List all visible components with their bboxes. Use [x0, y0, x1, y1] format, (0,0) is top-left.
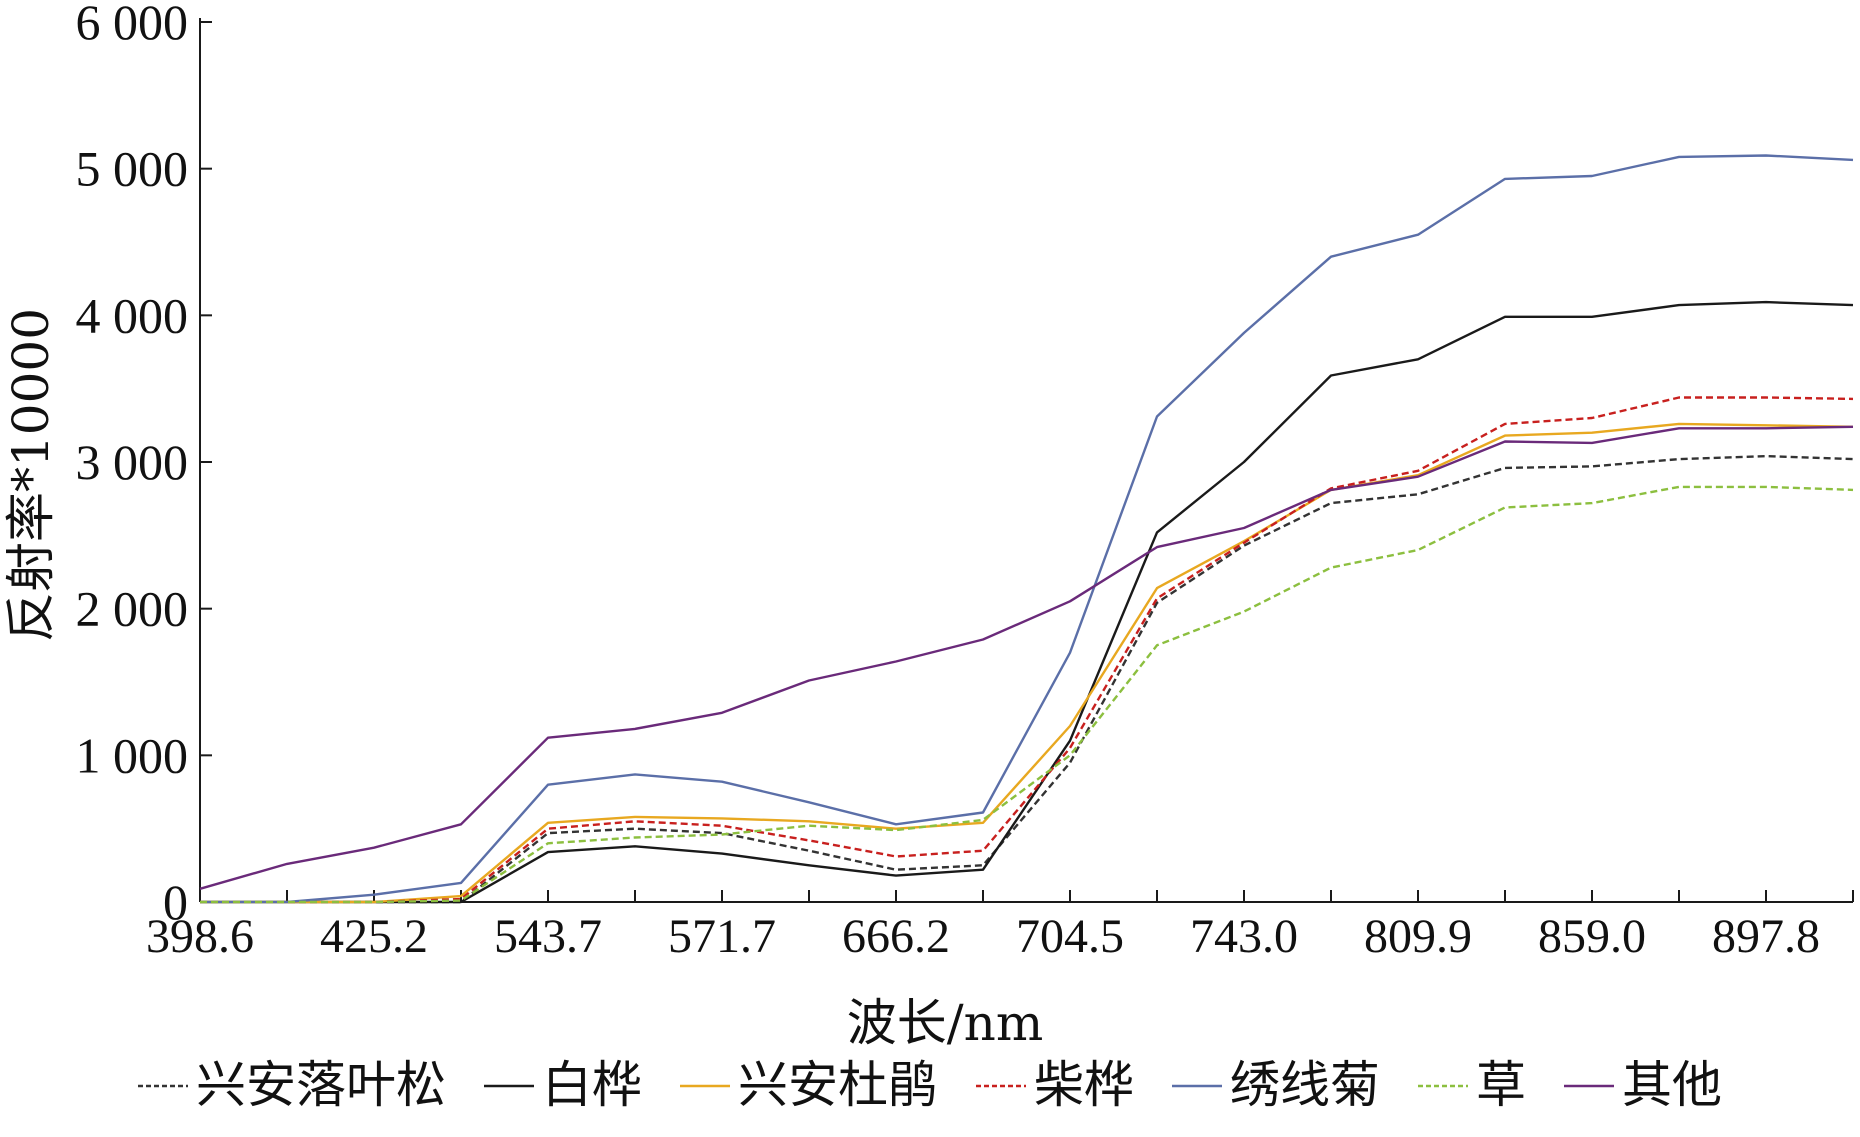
x-tick-label: 398.6 — [146, 910, 254, 963]
legend: 兴安落叶松 白桦 兴安杜鹃 柴桦 绣线菊 草 其他 — [138, 1056, 1722, 1114]
series-line-4 — [200, 396, 1854, 904]
x-tick-label: 809.9 — [1364, 910, 1472, 963]
x-tick-label: 571.7 — [668, 910, 776, 963]
legend-item-5: 绣线菊 — [1172, 1056, 1380, 1114]
y-tick-label: 0 — [163, 874, 188, 930]
legend-item-2: 白桦 — [484, 1056, 642, 1114]
legend-label: 绣线菊 — [1230, 1056, 1380, 1114]
legend-item-4: 柴桦 — [976, 1056, 1134, 1114]
legend-label: 白桦 — [542, 1056, 642, 1114]
legend-item-3: 兴安杜鹃 — [680, 1056, 938, 1114]
series-line-5 — [200, 154, 1854, 904]
legend-label: 柴桦 — [1034, 1056, 1134, 1114]
legend-item-7: 其他 — [1564, 1056, 1722, 1114]
legend-item-1: 兴安落叶松 — [138, 1056, 446, 1114]
y-tick-label: 6 000 — [76, 0, 189, 50]
series-line-3 — [200, 422, 1854, 904]
x-tick-label: 425.2 — [320, 910, 428, 963]
series-lines — [199, 154, 1854, 904]
legend-item-6: 草 — [1418, 1056, 1526, 1114]
legend-label: 其他 — [1622, 1056, 1722, 1114]
y-tick-label: 4 000 — [76, 287, 189, 343]
legend-label: 草 — [1476, 1056, 1526, 1114]
y-tick-label: 5 000 — [76, 141, 189, 197]
axes: 0 1 000 2 000 3 000 4 000 5 000 6 000 398.6 425.… — [76, 0, 1854, 963]
series-line-7 — [199, 425, 1854, 890]
y-tick-label: 1 000 — [76, 727, 189, 783]
x-tick-label: 704.5 — [1016, 910, 1124, 963]
y-tick-label: 2 000 — [76, 581, 189, 637]
y-tick-label: 3 000 — [76, 434, 189, 490]
y-axis-title: 反射率*10000 — [2, 308, 60, 642]
x-tick-label: 743.0 — [1190, 910, 1298, 963]
legend-label: 兴安杜鹃 — [738, 1056, 938, 1114]
series-line-6 — [200, 485, 1854, 904]
x-tick-label: 543.7 — [494, 910, 602, 963]
legend-label: 兴安落叶松 — [196, 1056, 446, 1114]
x-tick-label: 859.0 — [1538, 910, 1646, 963]
x-tick-label: 897.8 — [1712, 910, 1820, 963]
x-axis-title: 波长/nm — [847, 994, 1043, 1052]
series-line-2 — [200, 300, 1854, 904]
x-tick-label: 666.2 — [842, 910, 950, 963]
series-line-1 — [200, 454, 1854, 904]
